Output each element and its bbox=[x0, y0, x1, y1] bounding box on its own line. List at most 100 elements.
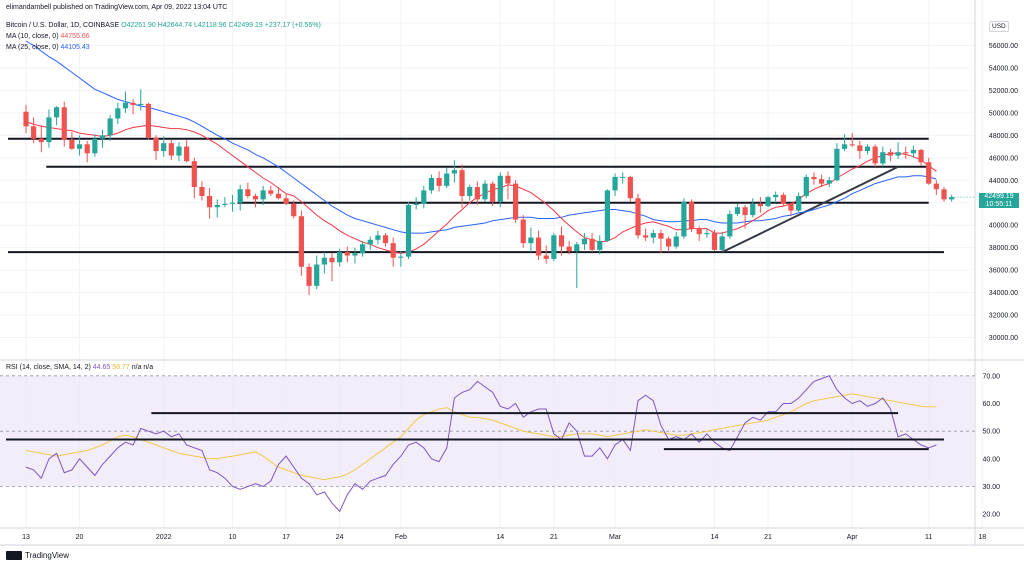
candle-body bbox=[880, 152, 886, 164]
rsi-tick-label: 50.00 bbox=[982, 429, 1000, 436]
candle-body bbox=[933, 183, 939, 190]
candle-body bbox=[803, 176, 809, 196]
candle-body bbox=[704, 233, 710, 235]
candle-body bbox=[421, 190, 427, 204]
candle-body bbox=[38, 138, 44, 143]
ma25-label: MA (25, close, 0) bbox=[6, 44, 59, 51]
rsi-value: 44.65 bbox=[92, 364, 111, 371]
candle-body bbox=[612, 176, 618, 191]
candle-body bbox=[444, 173, 450, 186]
candle-body bbox=[643, 235, 649, 238]
candle-body bbox=[895, 152, 901, 156]
price-tick-label: 32000.00 bbox=[989, 313, 1018, 320]
candle-body bbox=[864, 146, 871, 152]
rsi-label: RSI (14, close, SMA, 14, 2) bbox=[6, 364, 91, 371]
rsi-tick-label: 20.00 bbox=[982, 512, 1000, 519]
candle-body bbox=[558, 235, 565, 247]
time-tick-label: 2022 bbox=[156, 534, 172, 541]
candle-body bbox=[390, 243, 396, 258]
candle-body bbox=[314, 264, 320, 286]
candle-body bbox=[237, 189, 243, 203]
ascending-trendline bbox=[721, 165, 899, 254]
tradingview-logo-icon bbox=[6, 551, 22, 560]
ohlc-open: O42261.90 bbox=[121, 22, 156, 29]
candle-body bbox=[949, 197, 955, 200]
candle-body bbox=[719, 236, 725, 250]
candle-body bbox=[750, 203, 756, 216]
candle-body bbox=[551, 235, 557, 259]
candle-body bbox=[360, 244, 366, 254]
candle-body bbox=[115, 108, 121, 119]
candle-body bbox=[673, 236, 679, 247]
price-tick-label: 34000.00 bbox=[989, 290, 1018, 297]
candle-body bbox=[620, 176, 626, 178]
candle-body bbox=[528, 237, 534, 244]
price-tick-label: 40000.00 bbox=[989, 223, 1018, 230]
time-tick-label: 21 bbox=[550, 534, 558, 541]
last-price: 42499.19 bbox=[984, 193, 1014, 201]
time-tick-label: Apr bbox=[847, 534, 859, 541]
candle-body bbox=[727, 213, 733, 237]
candle-body bbox=[566, 246, 572, 252]
time-tick-label: 24 bbox=[336, 534, 344, 541]
candle-body bbox=[214, 204, 220, 208]
ma25-path bbox=[25, 40, 937, 234]
rsi-axis[interactable]: 20.00 30.00 40.00 50.00 60.00 70.00 bbox=[982, 373, 1000, 518]
candle-body bbox=[903, 152, 909, 154]
candle-body bbox=[161, 143, 167, 152]
candle-body bbox=[99, 135, 106, 139]
symbol-title: Bitcoin / U.S. Dollar, 1D, COINBASE bbox=[6, 22, 120, 29]
rsi-pane bbox=[0, 375, 975, 513]
candle-body bbox=[627, 176, 633, 199]
rsi-legend[interactable]: RSI (14, close, SMA, 14, 2) 44.65 58.77 … bbox=[6, 363, 153, 372]
rsi-tick-label: 30.00 bbox=[982, 484, 1000, 491]
candle-body bbox=[918, 149, 924, 163]
candle-body bbox=[153, 137, 159, 152]
candle-body bbox=[734, 207, 741, 214]
rsi-line bbox=[25, 375, 937, 513]
candle-body bbox=[474, 187, 480, 200]
price-tick-label: 50000.00 bbox=[989, 110, 1018, 117]
support-resistance-lines[interactable] bbox=[8, 137, 944, 254]
candle-body bbox=[199, 187, 205, 196]
time-tick-label: 21 bbox=[764, 534, 772, 541]
ma10-line bbox=[25, 121, 937, 254]
candle-body bbox=[69, 139, 75, 149]
candle-body bbox=[298, 216, 304, 267]
candle-body bbox=[405, 204, 412, 257]
candle-body bbox=[23, 111, 29, 127]
price-tick-label: 52000.00 bbox=[989, 88, 1018, 95]
ma25-value: 44105.43 bbox=[60, 44, 90, 51]
candle-body bbox=[291, 203, 297, 217]
candle-body bbox=[260, 190, 266, 200]
candle-body bbox=[841, 144, 848, 149]
rsi-na: n/a n/a bbox=[131, 364, 154, 371]
currency-badge[interactable]: USD bbox=[989, 21, 1009, 32]
ma25-legend[interactable]: MA (25, close, 0) 44105.43 bbox=[6, 43, 90, 52]
candle-body bbox=[711, 233, 718, 250]
candle-body bbox=[207, 195, 213, 208]
candle-body bbox=[658, 233, 664, 239]
candle-body bbox=[84, 144, 90, 154]
ma10-legend[interactable]: MA (10, close, 0) 44755.66 bbox=[6, 32, 90, 41]
candle-body bbox=[696, 228, 702, 235]
candle-body bbox=[428, 178, 435, 191]
candle-body bbox=[398, 256, 404, 258]
candle-body bbox=[941, 189, 947, 200]
price-tick-label: 44000.00 bbox=[989, 178, 1018, 185]
candle-body bbox=[344, 252, 350, 256]
candle-body bbox=[490, 183, 496, 202]
candle-body bbox=[666, 238, 672, 247]
tradingview-brand[interactable]: TradingView bbox=[6, 551, 69, 560]
candle-body bbox=[184, 146, 190, 162]
last-price-badge: 42499.19 10:55:11 bbox=[979, 193, 1019, 209]
candle-body bbox=[757, 203, 763, 207]
candle-body bbox=[245, 189, 251, 196]
price-axis[interactable]: 30000.00 32000.00 34000.00 36000.00 38000.00… bbox=[989, 43, 1018, 342]
candles bbox=[23, 89, 975, 295]
ma10-label: MA (10, close, 0) bbox=[6, 33, 59, 40]
time-axis[interactable]: 13 20 2022 10 17 24 Feb 14 21 Mar 14 21 Apr 11 18 bbox=[22, 534, 986, 541]
ma25-line bbox=[25, 40, 937, 234]
rsi-tick-label: 40.00 bbox=[982, 456, 1000, 463]
